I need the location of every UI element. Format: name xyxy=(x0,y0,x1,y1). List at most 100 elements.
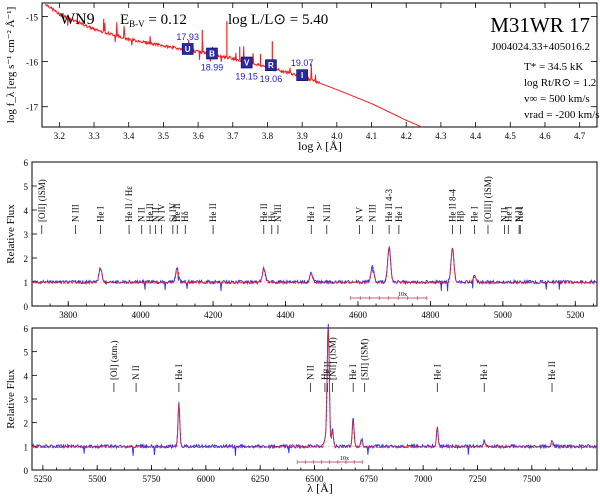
blue-spectrum-frame xyxy=(31,161,598,307)
p2-xtick-label-6: 5000 xyxy=(494,310,513,320)
sed-xtick-label-3: 3.5 xyxy=(158,131,170,141)
sed-ytick-label-1: -16 xyxy=(26,58,38,68)
sed-xtick-label-7: 3.9 xyxy=(297,131,309,141)
sed-ytick-label-0: -15 xyxy=(26,13,38,23)
p2-ytick-label-5: 5 xyxy=(24,182,29,192)
phot-mag-U: 17.93 xyxy=(176,32,199,42)
p2-xtick-label-2: 4200 xyxy=(204,310,223,320)
red-line-ids: [OI] (atm.) N II He I N II Hα He II [NII] (ISM… xyxy=(109,337,557,392)
p2-line-id-10: Hδ xyxy=(180,211,190,222)
p2-line-id-9: He II xyxy=(172,203,182,222)
p3-ytick-label-6: 6 xyxy=(24,324,29,334)
p3-xtick-label-9: 7500 xyxy=(523,474,542,484)
p3-xtick-label-1: 5500 xyxy=(88,474,107,484)
phot-box-V xyxy=(240,56,253,69)
red-ylabel: Relative Flux xyxy=(5,369,17,429)
sed-xtick-label-12: 4.4 xyxy=(470,131,482,141)
p2-ytick-label-3: 3 xyxy=(24,230,29,240)
p3-ytick-label-1: 1 xyxy=(24,442,29,452)
p3-line-id-2: He I xyxy=(174,364,184,380)
p2-ytick-label-4: 4 xyxy=(24,206,29,216)
phot-box-I xyxy=(296,69,308,81)
p2-line-id-16: N III xyxy=(322,204,332,222)
p2-line-id-7: N IV xyxy=(157,203,167,222)
sed-model-curve xyxy=(45,3,422,128)
blue-spectrum-panel: 3800 4000 4200 4400 4600 4800 5000 52000123456 … xyxy=(5,158,598,320)
ebv-subscript: B-V xyxy=(129,19,145,29)
p3-line-id-1: N II xyxy=(131,365,141,380)
sed-xtick-label-4: 3.6 xyxy=(192,131,204,141)
p2-line-id-17: N V xyxy=(354,206,364,222)
p2-line-id-15: He I xyxy=(306,206,316,222)
p3-xtick-label-0: 5250 xyxy=(34,474,53,484)
blue-ylabel: Relative Flux xyxy=(5,204,17,264)
p3-xtick-label-5: 6500 xyxy=(306,474,325,484)
p2-xtick-label-1: 4000 xyxy=(132,310,151,320)
sed-xtick-label-14: 4.6 xyxy=(539,131,551,141)
p2-line-id-23: He I xyxy=(470,206,480,222)
p3-line-id-10: He I xyxy=(479,364,489,380)
p3-xtick-label-8: 7250 xyxy=(468,474,487,484)
phot-box-R xyxy=(265,59,277,72)
sed-ylabel: log f_λ [erg s⁻¹ cm⁻² Å⁻¹] xyxy=(5,7,17,123)
sed-xtick-label-13: 4.5 xyxy=(505,131,517,141)
p3-xtick-label-4: 6250 xyxy=(251,474,270,484)
p2-xtick-label-7: 5200 xyxy=(566,310,585,320)
p3-line-id-3: N II xyxy=(306,365,316,380)
p3-ytick-label-0: 0 xyxy=(24,466,29,476)
phot-box-B xyxy=(206,47,218,60)
red-xlabel: λ [Å] xyxy=(307,481,332,495)
p2-model-spectrum xyxy=(31,247,597,285)
spectral-type-label: WN9 xyxy=(60,11,95,28)
p2-ytick-label-2: 2 xyxy=(24,254,29,264)
luminosity-label: log L/L⊙ = 5.40 xyxy=(228,12,328,28)
sed-ticks: 3.2 3.3 3.4 3.5 3.6 3.7 3.8 3.9 4.0 4.1 4.2 4.3 4.4 4… xyxy=(26,3,597,141)
p2-line-id-1: N III xyxy=(70,204,80,222)
blue-ticks: 3800 4000 4200 4400 4600 4800 5000 5200 0 1 2 3 4 5 6 xyxy=(24,158,597,320)
sed-photometry: U 17.93 B 18.99 V 19.15 R 19.06 I 19.07 xyxy=(176,32,313,84)
red-spectrum-curves xyxy=(31,323,598,464)
p2-line-id-6: N II xyxy=(151,207,161,222)
p2-line-id-8: Si IV xyxy=(168,202,178,222)
phot-box-U xyxy=(181,43,194,55)
ebv-value: = 0.12 xyxy=(145,12,187,28)
p2-line-id-26: He I xyxy=(503,206,513,222)
vrad-label: vrad = -200 km/s xyxy=(524,109,600,121)
p2-line-id-22: Hβ xyxy=(455,211,465,222)
phot-mag-B: 18.99 xyxy=(201,63,224,73)
phot-band-R: R xyxy=(268,61,274,70)
sed-plot-frame xyxy=(41,2,598,128)
star-name: M31WR 17 xyxy=(490,13,590,37)
ebv-label: EB-V = 0.12 xyxy=(120,12,187,29)
p2-line-id-5: He II xyxy=(145,203,155,222)
p3-ytick-label-3: 3 xyxy=(24,395,29,405)
p3-ytick-label-2: 2 xyxy=(24,419,29,429)
red-ticks: 5250 5500 5750 6000 6250 6500 6750 7000 7250 7500… xyxy=(24,324,597,484)
phot-mag-R: 19.06 xyxy=(260,74,283,84)
p3-xtick-label-6: 6750 xyxy=(360,474,379,484)
p3-line-id-7: He I xyxy=(348,364,358,380)
sed-xtick-label-6: 3.8 xyxy=(262,131,274,141)
p3-xtick-label-3: 6000 xyxy=(197,474,216,484)
p2-line-id-2: He I xyxy=(95,206,105,222)
sed-xtick-label-10: 4.2 xyxy=(401,131,412,141)
ebv-symbol: E xyxy=(120,12,129,28)
sed-xtick-label-1: 3.3 xyxy=(88,131,100,141)
p2-xtick-label-3: 4400 xyxy=(277,310,296,320)
p2-ytick-label-0: 0 xyxy=(24,302,29,312)
p3-xtick-label-2: 5750 xyxy=(143,474,162,484)
p2-line-id-13: Hγ xyxy=(267,212,277,222)
radius-label: log Rt/R⊙ = 1.2 xyxy=(524,77,596,89)
phot-mag-I: 19.07 xyxy=(291,58,314,68)
p2-line-id-28: He I xyxy=(515,206,525,222)
p2-line-id-3: He II / Hε xyxy=(124,186,134,222)
vinf-label: v∞ = 500 km/s xyxy=(524,93,590,105)
p2-line-id-0: [OII] (ISM) xyxy=(37,179,47,222)
phot-band-V: V xyxy=(244,59,250,68)
p3-model-spectrum xyxy=(32,328,597,449)
sed-xtick-label-15: 4.7 xyxy=(574,131,586,141)
phot-band-U: U xyxy=(185,45,191,54)
sed-xtick-label-8: 4.0 xyxy=(331,131,343,141)
sed-xtick-label-0: 3.2 xyxy=(54,131,65,141)
p3-ytick-label-5: 5 xyxy=(24,348,29,358)
